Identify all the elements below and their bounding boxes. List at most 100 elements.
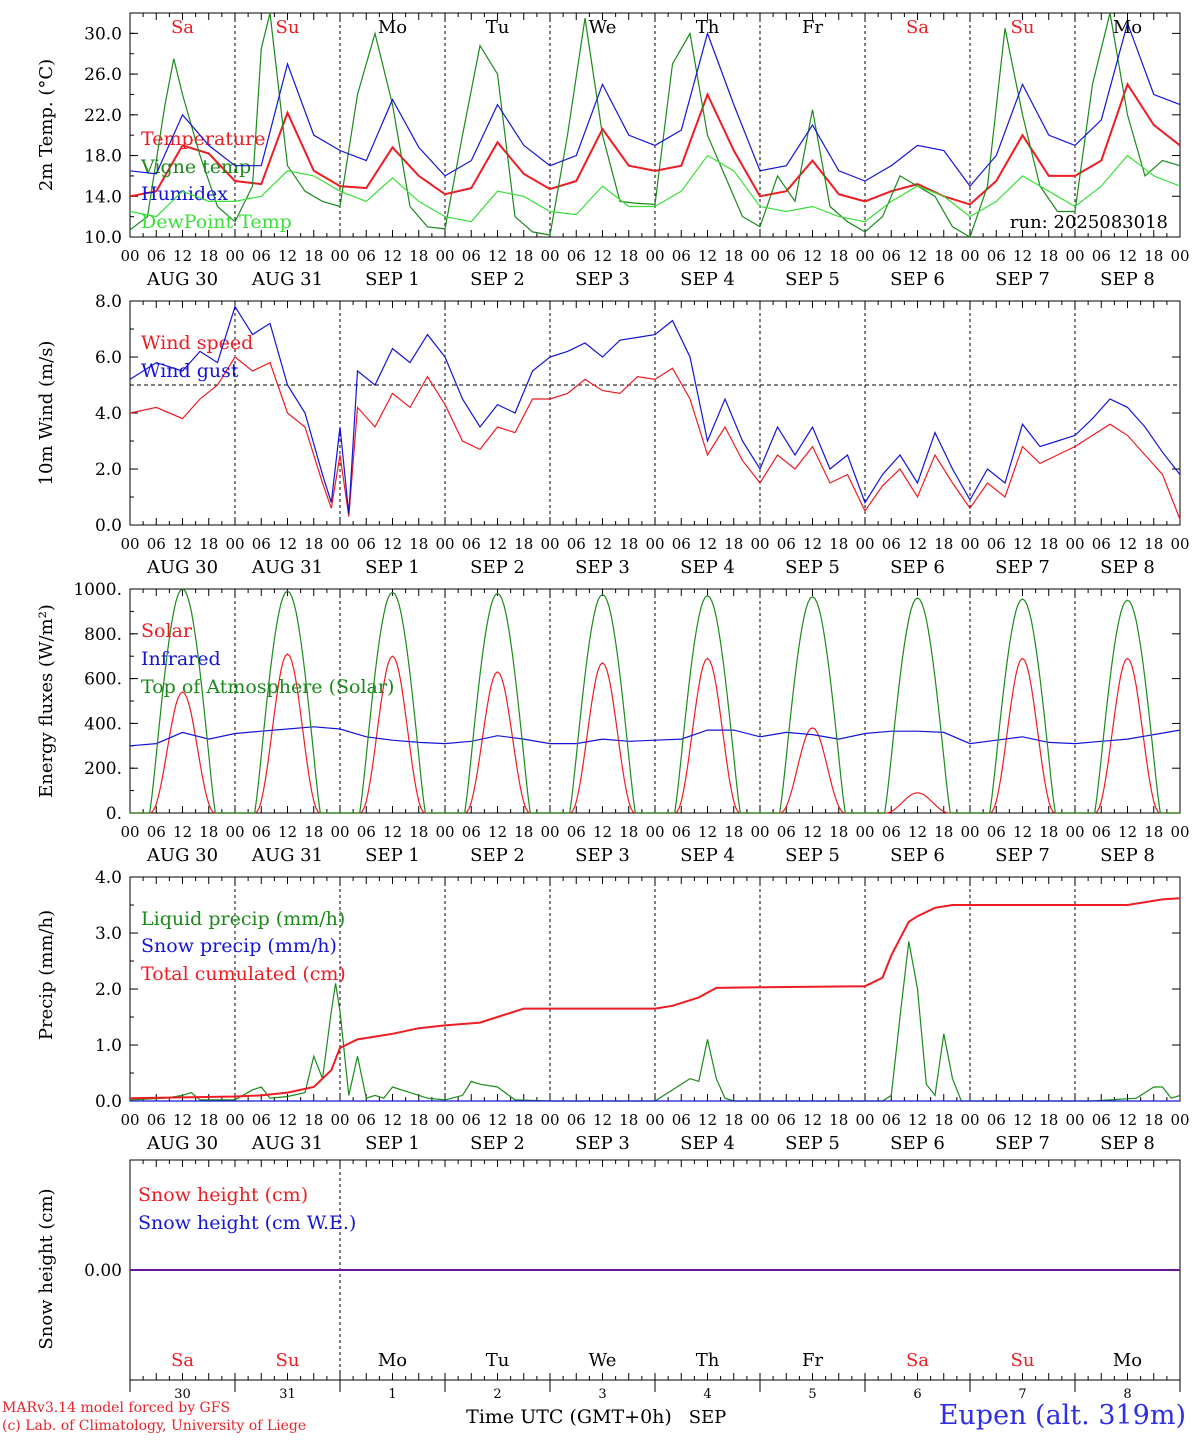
- legend-entry: Wind gust: [141, 360, 239, 382]
- date-label: SEP 7: [995, 269, 1050, 290]
- hour-tick-label: 18: [619, 1111, 638, 1129]
- day-name-label: We: [589, 1350, 617, 1371]
- hour-tick-label: 00: [960, 1111, 979, 1129]
- hour-tick-label: 06: [882, 535, 901, 553]
- hour-tick-label: 00: [540, 535, 559, 553]
- day-number-label: 3: [598, 1387, 606, 1402]
- day-name-label: Tu: [486, 17, 510, 38]
- hour-tick-label: 12: [1013, 1111, 1032, 1129]
- hour-tick-label: 18: [829, 823, 848, 841]
- day-name-label: Fr: [802, 1350, 823, 1371]
- hour-tick-label: 06: [987, 535, 1006, 553]
- hour-tick-label: 06: [462, 535, 481, 553]
- hour-tick-label: 18: [1144, 823, 1163, 841]
- hour-tick-label: 12: [908, 823, 927, 841]
- hour-tick-label: 12: [1118, 535, 1137, 553]
- date-label: SEP 4: [680, 557, 735, 578]
- hour-tick-label: 06: [252, 535, 271, 553]
- hour-tick-label: 00: [540, 247, 559, 265]
- y-axis-label: 2m Temp. (°C): [36, 59, 57, 191]
- hour-tick-label: 12: [1118, 823, 1137, 841]
- hour-tick-label: 12: [383, 535, 402, 553]
- hour-tick-label: 12: [173, 1111, 192, 1129]
- date-label: SEP 4: [680, 1133, 735, 1154]
- series-line-temperature: [129, 82, 1181, 206]
- hour-tick-label: 00: [435, 535, 454, 553]
- date-label: SEP 8: [1100, 845, 1155, 866]
- y-tick-label: 1.0: [95, 1036, 122, 1056]
- date-label: SEP 6: [890, 269, 945, 290]
- hour-tick-label: 00: [750, 247, 769, 265]
- hour-tick-label: 00: [855, 823, 874, 841]
- y-tick-label: 0.00: [84, 1261, 122, 1281]
- day-number-label: 8: [1123, 1387, 1131, 1402]
- hour-tick-label: 06: [1092, 823, 1111, 841]
- hour-tick-label: 06: [567, 1111, 586, 1129]
- hour-tick-label: 12: [803, 535, 822, 553]
- hour-tick-label: 00: [855, 1111, 874, 1129]
- hour-tick-label: 12: [278, 247, 297, 265]
- hour-tick-label: 00: [330, 247, 349, 265]
- day-name-label: Mo: [378, 17, 407, 38]
- y-tick-label: 10.0: [84, 228, 122, 248]
- y-tick-label: 200.: [84, 759, 122, 779]
- hour-tick-label: 00: [855, 535, 874, 553]
- hour-tick-label: 00: [120, 535, 139, 553]
- hour-tick-label: 18: [934, 823, 953, 841]
- hour-tick-label: 18: [304, 1111, 323, 1129]
- date-label: SEP 5: [785, 557, 840, 578]
- hour-tick-label: 12: [1118, 247, 1137, 265]
- hour-tick-label: 00: [1170, 247, 1189, 265]
- y-tick-label: 2.0: [95, 980, 122, 1000]
- y-tick-label: 8.0: [95, 292, 122, 312]
- hour-tick-label: 00: [330, 823, 349, 841]
- date-label: AUG 31: [251, 845, 323, 866]
- date-label: SEP 6: [890, 557, 945, 578]
- date-label: SEP 2: [470, 1133, 525, 1154]
- hour-tick-label: 12: [1118, 1111, 1137, 1129]
- hour-tick-label: 00: [750, 535, 769, 553]
- date-label: SEP 5: [785, 845, 840, 866]
- day-number-label: 5: [808, 1387, 816, 1402]
- hour-tick-label: 06: [777, 535, 796, 553]
- date-label: SEP 8: [1100, 269, 1155, 290]
- hour-tick-label: 18: [1039, 823, 1058, 841]
- hour-tick-label: 18: [1039, 247, 1058, 265]
- hour-tick-label: 06: [567, 823, 586, 841]
- month-label: SEP: [689, 1407, 727, 1428]
- y-tick-label: 6.0: [95, 348, 122, 368]
- hour-tick-label: 06: [357, 247, 376, 265]
- series-line-vigne-temp: [129, 12, 1181, 238]
- hour-tick-label: 00: [330, 1111, 349, 1129]
- day-name-label: Th: [696, 1350, 720, 1371]
- hour-tick-label: 12: [488, 1111, 507, 1129]
- hour-tick-label: 18: [409, 1111, 428, 1129]
- y-tick-label: 1000.: [73, 580, 122, 600]
- y-axis-label: Energy fluxes (W/m²): [36, 604, 57, 798]
- hour-tick-label: 06: [672, 1111, 691, 1129]
- hour-tick-label: 00: [1170, 823, 1189, 841]
- y-tick-label: 0.0: [95, 1092, 122, 1112]
- date-label: SEP 2: [470, 557, 525, 578]
- hour-tick-label: 18: [619, 247, 638, 265]
- day-name-label: Mo: [1113, 1350, 1142, 1371]
- hour-tick-label: 18: [514, 1111, 533, 1129]
- y-tick-label: 4.0: [95, 404, 122, 424]
- hour-tick-label: 00: [120, 247, 139, 265]
- date-label: AUG 30: [146, 1133, 218, 1154]
- hour-tick-label: 12: [908, 535, 927, 553]
- series-line-total-cumulated-cm-: [129, 897, 1181, 1100]
- hour-tick-label: 18: [199, 535, 218, 553]
- hour-tick-label: 06: [147, 535, 166, 553]
- hour-tick-label: 06: [357, 535, 376, 553]
- hour-tick-label: 18: [934, 1111, 953, 1129]
- credits-line-2: (c) Lab. of Climatology, University of L…: [2, 1418, 307, 1434]
- hour-tick-label: 06: [462, 1111, 481, 1129]
- hour-tick-label: 00: [855, 247, 874, 265]
- legend-entry: Liquid precip (mm/h): [141, 908, 345, 930]
- day-name-label: Sa: [906, 17, 929, 38]
- credits: MARv3.14 model forced by GFS (c) Lab. of…: [2, 1399, 306, 1435]
- hour-tick-label: 18: [409, 535, 428, 553]
- hour-tick-label: 12: [593, 535, 612, 553]
